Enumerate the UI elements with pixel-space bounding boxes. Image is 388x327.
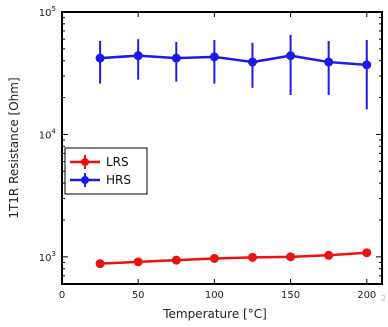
legend-box [64, 147, 148, 195]
x-tick-label: 0 [59, 290, 65, 301]
legend-item-lrs: LRS [70, 155, 129, 169]
data-point [209, 52, 219, 62]
data-point [286, 51, 296, 61]
legend: LRS HRS [64, 147, 148, 195]
plot-frame [61, 11, 383, 285]
cropped-right-tick-label: 2 [381, 294, 386, 303]
y-axis: 103 104 105 [39, 5, 382, 277]
y-tick-label: 103 [39, 250, 56, 264]
data-point [209, 253, 219, 263]
legend-swatch-marker [81, 158, 89, 166]
series-hrs [95, 34, 372, 110]
plot-area [95, 34, 372, 269]
data-point [171, 53, 181, 63]
legend-item-hrs: HRS [70, 173, 131, 187]
data-point [171, 255, 181, 265]
y-tick-label: 104 [39, 127, 57, 141]
y-tick-label: 105 [39, 5, 56, 19]
data-point [324, 57, 334, 67]
data-point [362, 60, 372, 70]
data-point [133, 51, 143, 61]
series-line [100, 251, 367, 265]
y-axis-title: 1T1R Resistance [Ohm] [7, 77, 21, 218]
data-point [247, 252, 257, 262]
x-axis-title: Temperature [°C] [162, 307, 267, 321]
data-point [133, 257, 143, 267]
x-axis: 0 50 100 150 200 [59, 12, 376, 301]
data-point [247, 57, 257, 67]
x-tick-label: 50 [132, 290, 145, 301]
x-tick-label: 100 [205, 290, 224, 301]
data-point [362, 248, 372, 258]
data-point [286, 252, 296, 262]
legend-label: HRS [106, 173, 131, 187]
series-line [100, 54, 367, 67]
x-tick-label: 150 [281, 290, 300, 301]
data-point [95, 53, 105, 63]
data-point [324, 250, 334, 260]
x-tick-label: 200 [357, 290, 376, 301]
data-point [95, 259, 105, 269]
legend-label: LRS [106, 155, 129, 169]
legend-swatch-marker [81, 176, 89, 184]
series-lrs [95, 248, 372, 269]
